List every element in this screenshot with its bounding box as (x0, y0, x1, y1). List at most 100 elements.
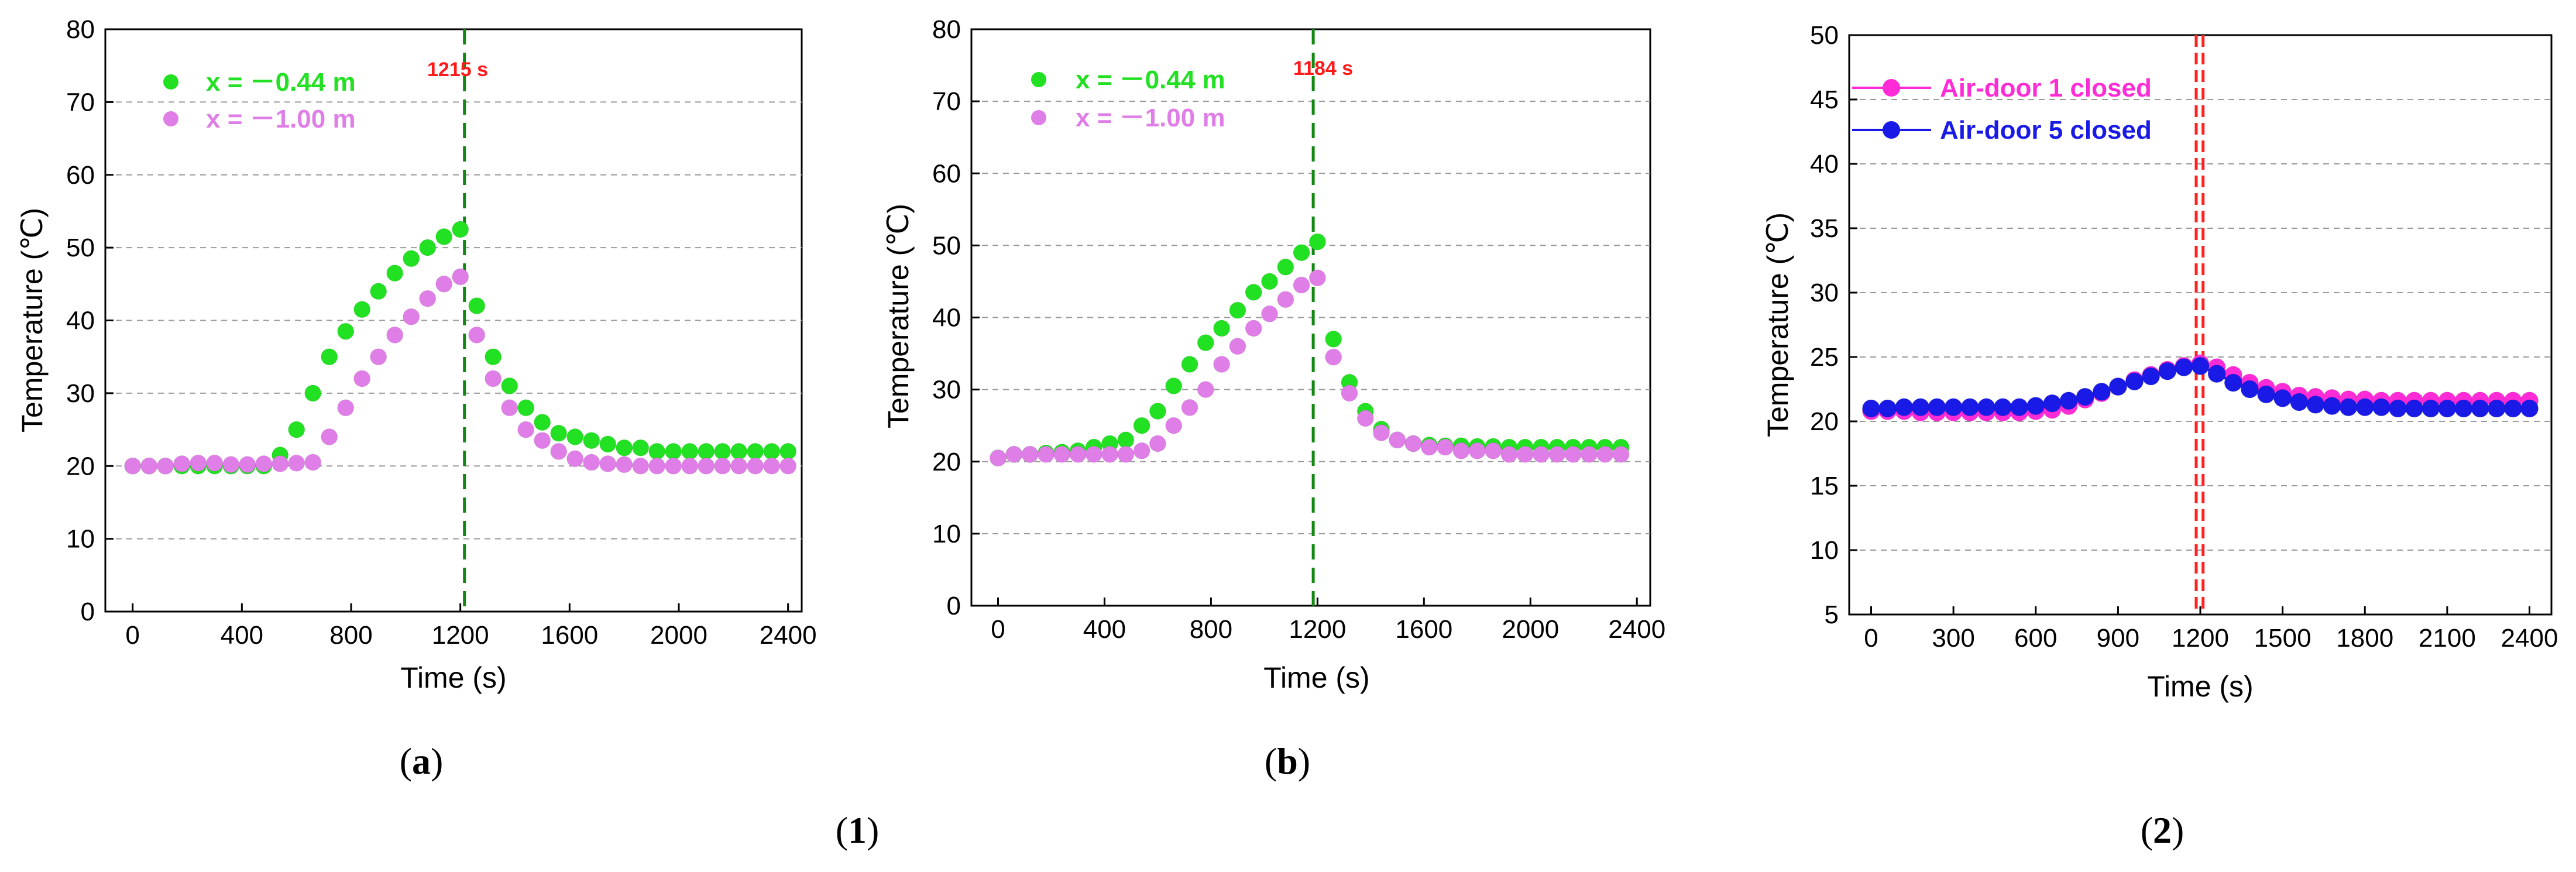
data-point-s1 (1895, 398, 1914, 417)
data-point-s0 (517, 399, 535, 417)
y-tick-label: 20 (1810, 407, 1839, 436)
data-point-s0 (779, 442, 797, 460)
legend-label-door5: Air-door 5 closed (1940, 116, 2152, 145)
y-tick-label: 70 (66, 88, 95, 116)
data-point-s1 (1994, 398, 2012, 417)
y-tick-label: 10 (1810, 536, 1839, 565)
annotation-time-b: 1184 s (1293, 57, 1353, 80)
data-point-s0 (1308, 233, 1326, 250)
x-tick-label: 1500 (2254, 624, 2311, 653)
data-point-s1 (632, 457, 650, 475)
x-tick-label: 1600 (541, 621, 598, 650)
data-point-s0 (648, 442, 666, 460)
data-point-s0 (1261, 273, 1278, 290)
data-point-s1 (1420, 438, 1438, 456)
data-point-s1 (1356, 410, 1374, 427)
data-point-s1 (2306, 395, 2325, 414)
data-point-s1 (1229, 338, 1246, 355)
x-tick-label: 1800 (2336, 624, 2393, 653)
legend-marker-x044-b (1031, 72, 1046, 87)
data-point-s1 (2339, 398, 2358, 417)
data-point-s0 (1277, 258, 1294, 276)
data-point-s0 (665, 442, 682, 460)
x-tick-label: 800 (1190, 615, 1232, 644)
data-point-s1 (2010, 398, 2029, 417)
y-tick-label: 45 (1810, 85, 1839, 114)
y-tick-label: 40 (1810, 150, 1839, 178)
chart-panel-a: 0 10 20 30 40 50 60 70 80 0 400 800 1200 1600 2000 240… (16, 15, 817, 694)
data-point-s1 (2027, 397, 2045, 416)
x-axis-title-a: Time (s) (400, 661, 506, 694)
legend-marker-door1 (1883, 79, 1900, 97)
data-point-s1 (1101, 445, 1118, 463)
data-point-s1 (1862, 399, 1880, 418)
data-point-s1 (1213, 356, 1231, 373)
data-point-s0 (370, 283, 387, 300)
data-point-s1 (2240, 380, 2259, 399)
data-point-s0 (321, 348, 338, 366)
x-tick-label: 2400 (760, 621, 817, 650)
data-point-s1 (1437, 438, 1454, 456)
data-point-s1 (1580, 445, 1598, 463)
data-point-s1 (1373, 424, 1390, 441)
data-point-s1 (1548, 445, 1566, 463)
y-tick-label: 20 (932, 448, 961, 476)
data-point-s1 (583, 454, 600, 471)
x-tick-label: 2400 (2501, 624, 2558, 653)
data-point-s1 (370, 348, 387, 366)
y-tick-label: 30 (932, 376, 961, 404)
data-point-s1 (435, 275, 453, 293)
data-point-s1 (124, 457, 142, 475)
data-point-s0 (534, 414, 551, 431)
data-point-s1 (2471, 399, 2489, 418)
data-point-s1 (1021, 445, 1039, 463)
data-point-s1 (1564, 445, 1582, 463)
data-point-s0 (386, 265, 404, 282)
legend-marker-x044-a (163, 74, 178, 90)
x-tick-label: 300 (1932, 624, 1974, 653)
data-point-s1 (288, 454, 305, 472)
gridlines-b (971, 101, 1650, 534)
data-point-s1 (534, 432, 551, 449)
data-point-s1 (990, 449, 1007, 467)
data-point-s1 (1293, 276, 1310, 294)
chart-panel-2: 5 10 15 20 25 30 35 40 45 50 0 300 600 900 1200 1500 18… (1761, 21, 2558, 703)
data-point-s0 (1293, 244, 1310, 262)
data-point-s1 (1468, 442, 1486, 459)
data-point-s1 (485, 370, 502, 387)
data-point-s1 (1181, 399, 1198, 416)
y-tick-label: 10 (66, 525, 95, 554)
data-point-s0 (550, 424, 568, 442)
data-point-s1 (255, 455, 273, 472)
x-tick-label: 400 (221, 621, 263, 650)
legend-b: x = －0.44 m x = －1.00 m (1031, 66, 1225, 132)
data-point-s1 (206, 454, 224, 472)
data-point-s1 (1165, 417, 1183, 434)
data-point-s0 (468, 297, 486, 315)
legend-a: x = －0.44 m x = －1.00 m (163, 68, 356, 133)
data-point-s1 (2323, 397, 2341, 416)
data-point-s1 (1500, 445, 1518, 463)
data-point-s1 (2355, 398, 2374, 417)
data-point-s1 (1133, 442, 1150, 459)
event-lines-2 (2194, 35, 2205, 614)
data-point-s0 (1213, 320, 1231, 337)
data-point-s0 (485, 348, 502, 366)
y-ticks-b: 0 10 20 30 40 50 60 70 80 (932, 15, 980, 620)
data-point-s1 (1596, 445, 1614, 463)
data-point-s1 (321, 428, 338, 445)
y-tick-label: 60 (932, 159, 961, 188)
y-axis-title-a: Temperature (℃) (16, 208, 49, 432)
y-tick-label: 5 (1825, 600, 1839, 629)
x-tick-label: 1200 (432, 621, 489, 650)
data-point-s1 (1117, 445, 1135, 463)
svg-text:(a): (a) (400, 740, 444, 782)
data-point-s1 (2207, 365, 2226, 383)
caption-group-2-label: 2 (2153, 809, 2172, 851)
legend-marker-door5 (1883, 121, 1900, 139)
data-point-s1 (763, 457, 781, 475)
data-point-s1 (1485, 442, 1502, 459)
caption-a: (a) (400, 740, 444, 782)
y-tick-label: 20 (66, 452, 95, 480)
data-point-s1 (2273, 389, 2292, 407)
